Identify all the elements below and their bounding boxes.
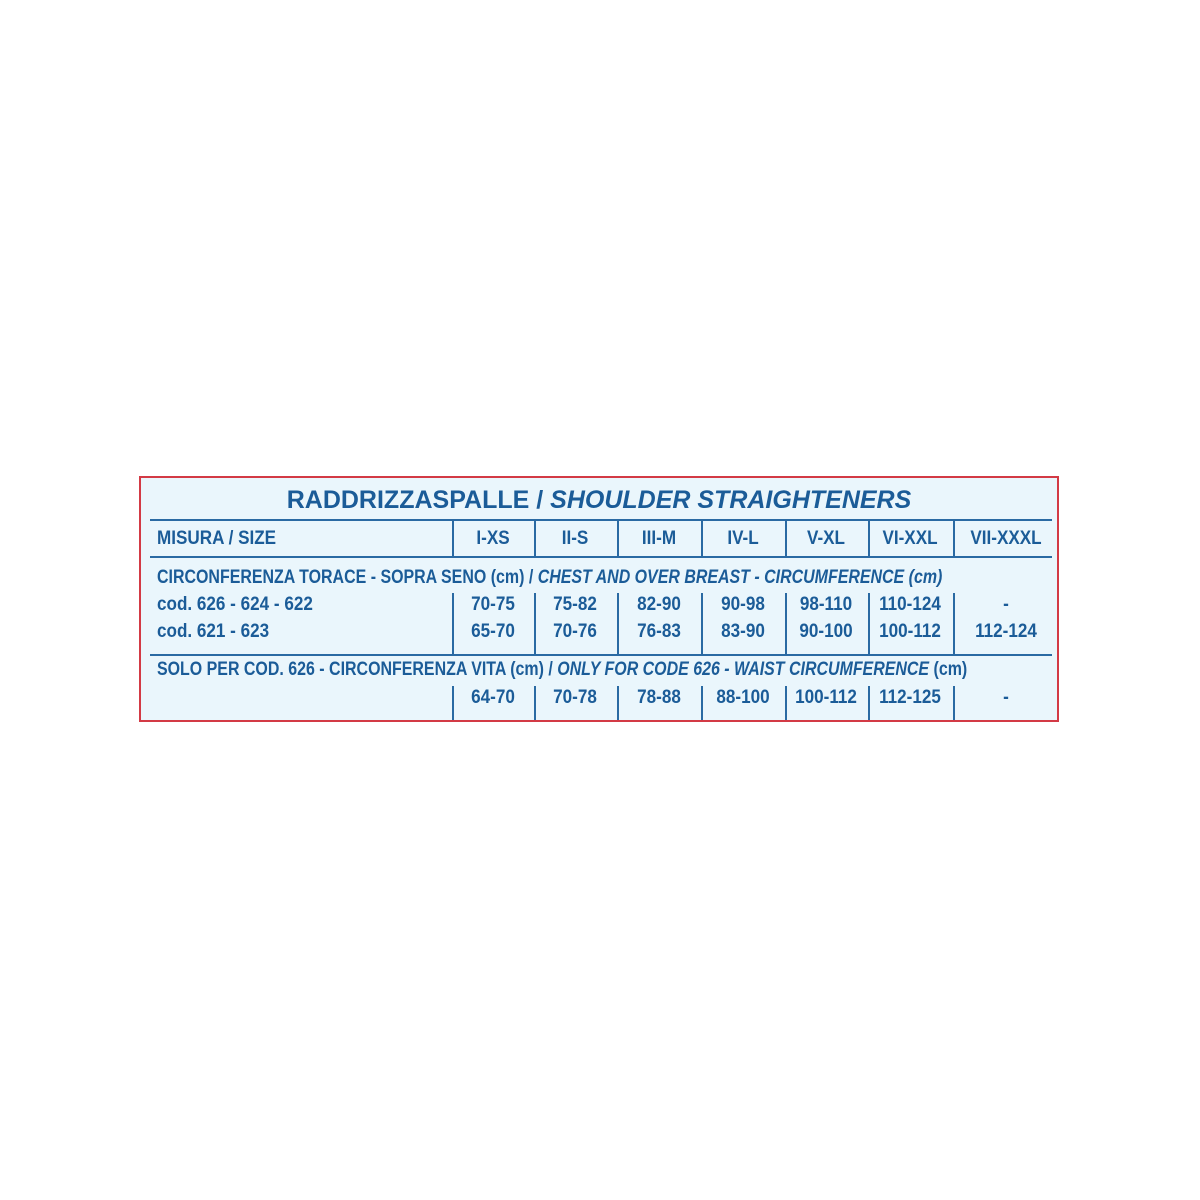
column-divider: [953, 519, 955, 556]
waist-label-unit: (cm): [929, 659, 968, 680]
column-divider: [452, 686, 454, 720]
waist-value-cell: 88-100: [716, 687, 770, 708]
waist-value-cell: 64-70: [471, 687, 515, 708]
chest-value-cell: 70-75: [471, 594, 515, 615]
column-divider: [452, 519, 454, 556]
chest-row-code: cod. 626 - 624 - 622: [157, 594, 313, 615]
chest-label-italian: CIRCONFERENZA TORACE - SOPRA SENO (cm) /: [157, 567, 538, 588]
chest-value-cell: 100-112: [879, 621, 941, 642]
column-divider: [701, 593, 703, 654]
title-english: SHOULDER STRAIGHTENERS: [550, 486, 912, 514]
column-divider: [953, 593, 955, 654]
size-chart-table: RADDRIZZASPALLE / SHOULDER STRAIGHTENERS…: [139, 476, 1059, 722]
column-divider: [785, 686, 787, 720]
chest-label-english: CHEST AND OVER BREAST - CIRCUMFERENCE (c…: [537, 567, 943, 588]
size-header-label: MISURA / SIZE: [157, 528, 277, 549]
waist-value-cell: 112-125: [879, 687, 941, 708]
chest-value-cell: 110-124: [879, 594, 941, 615]
chest-row-code: cod. 621 - 623: [157, 621, 270, 642]
chest-value-cell: 90-98: [721, 594, 765, 615]
divider: [150, 556, 1052, 558]
waist-label-italian: SOLO PER COD. 626 - CIRCONFERENZA VITA (…: [157, 659, 558, 680]
size-header-cell: VI-XXL: [882, 528, 938, 549]
chest-value-cell: 76-83: [637, 621, 681, 642]
size-header-cell: VII-XXXL: [970, 528, 1042, 549]
table-title: RADDRIZZASPALLE / SHOULDER STRAIGHTENERS: [141, 486, 1057, 515]
column-divider: [701, 519, 703, 556]
column-divider: [868, 593, 870, 654]
size-header-cell: III-M: [641, 528, 677, 549]
size-header-cell: I-XS: [476, 528, 510, 549]
column-divider: [452, 593, 454, 654]
waist-value-cell: 100-112: [795, 687, 857, 708]
waist-value-cell: -: [1003, 687, 1009, 708]
size-header-cell: II-S: [561, 528, 589, 549]
waist-section-label: SOLO PER COD. 626 - CIRCONFERENZA VITA (…: [157, 659, 967, 681]
size-header-cell: V-XL: [806, 528, 846, 549]
chest-value-cell: 70-76: [553, 621, 597, 642]
column-divider: [785, 593, 787, 654]
waist-value-cell: 70-78: [553, 687, 597, 708]
chest-value-cell: -: [1003, 594, 1009, 615]
column-divider: [534, 593, 536, 654]
chest-value-cell: 98-110: [799, 594, 853, 615]
column-divider: [868, 519, 870, 556]
column-divider: [701, 686, 703, 720]
column-divider: [534, 686, 536, 720]
chest-value-cell: 82-90: [637, 594, 681, 615]
chest-value-cell: 75-82: [553, 594, 597, 615]
waist-label-english: ONLY FOR CODE 626 - WAIST CIRCUMFERENCE: [557, 659, 930, 680]
waist-value-cell: 78-88: [637, 687, 681, 708]
size-header-cell: IV-L: [727, 528, 759, 549]
column-divider: [534, 519, 536, 556]
column-divider: [617, 593, 619, 654]
column-divider: [953, 686, 955, 720]
column-divider: [617, 686, 619, 720]
divider: [150, 654, 1052, 656]
chest-section-label: CIRCONFERENZA TORACE - SOPRA SENO (cm) /…: [157, 567, 942, 589]
chest-value-cell: 65-70: [471, 621, 515, 642]
chest-value-cell: 90-100: [799, 621, 853, 642]
column-divider: [785, 519, 787, 556]
column-divider: [868, 686, 870, 720]
divider: [150, 519, 1052, 521]
column-divider: [617, 519, 619, 556]
title-italian: RADDRIZZASPALLE /: [286, 486, 551, 514]
chest-value-cell: 112-124: [975, 621, 1037, 642]
chest-value-cell: 83-90: [721, 621, 765, 642]
